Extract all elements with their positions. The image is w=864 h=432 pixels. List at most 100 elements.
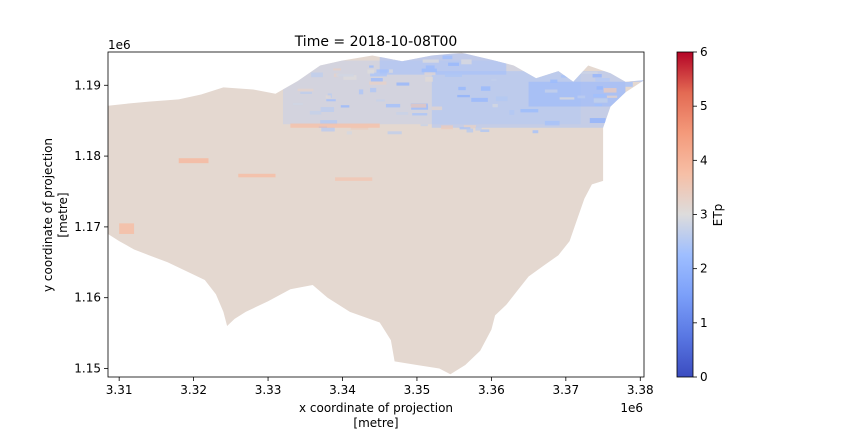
chart-title: Time = 2018-10-08T00	[294, 34, 458, 50]
warm-streak	[335, 177, 373, 181]
terrain-cell	[466, 128, 474, 133]
terrain-cell	[346, 131, 352, 135]
terrain-cell	[320, 107, 335, 112]
terrain-cell	[596, 86, 603, 90]
terrain-cell	[461, 59, 472, 65]
terrain-cell	[475, 127, 482, 131]
x-tick-label: 3.33	[255, 383, 282, 397]
cool-zone	[528, 81, 626, 107]
terrain-cell	[387, 69, 393, 73]
terrain-cell	[333, 73, 339, 78]
warm-streak	[290, 123, 380, 128]
y-tick-label: 1.15	[74, 362, 101, 376]
terrain-cell	[544, 120, 560, 126]
colorbar-tick-label: 4	[700, 153, 708, 167]
terrain-cell	[480, 86, 491, 91]
colorbar-label: ETp	[711, 204, 725, 227]
terrain-cell	[594, 103, 602, 107]
terrain-cell	[311, 72, 323, 78]
colorbar-tick-label: 2	[700, 262, 708, 276]
axes-frame	[107, 51, 645, 378]
colorbar-ticks: 0 1 2 3 4 5 6	[693, 45, 708, 384]
terrain-cell	[559, 97, 575, 100]
terrain-cell	[509, 110, 515, 115]
terrain-cell	[300, 91, 312, 94]
terrain-cell	[532, 130, 539, 134]
warm-streak	[119, 223, 135, 234]
terrain-cell	[606, 95, 618, 98]
terrain-cell	[603, 88, 617, 93]
terrain-cell	[425, 76, 433, 82]
terrain-cell	[457, 94, 470, 98]
x-tick-label: 3.37	[552, 383, 579, 397]
terrain-cell	[376, 69, 390, 73]
colorbar: 0 1 2 3 4 5 6 ETp	[676, 45, 725, 384]
terrain-cell	[420, 124, 428, 127]
terrain-cell	[309, 110, 322, 115]
x-axis-label: x coordinate of projection	[299, 401, 453, 415]
y-tick-label: 1.19	[74, 78, 101, 92]
y-tick-label: 1.17	[74, 220, 101, 234]
terrain-cell	[333, 68, 341, 71]
terrain-cell	[577, 95, 586, 99]
terrain-cell	[370, 87, 377, 93]
x-axis: 3.31 3.32 3.33 3.34 3.35 3.36 3.37 3.38	[106, 377, 654, 397]
terrain-cell	[458, 86, 466, 91]
y-axis-label: y coordinate of projection	[41, 138, 55, 292]
terrain-cell	[492, 103, 498, 108]
warm-streak	[178, 158, 209, 164]
terrain-cell	[376, 99, 385, 102]
x-tick-label: 3.36	[478, 383, 505, 397]
terrain-cell	[491, 78, 497, 81]
terrain-cell	[480, 129, 490, 133]
terrain-cell	[385, 103, 401, 108]
terrain-cell	[343, 75, 357, 80]
y-axis-label-unit: [metre]	[56, 192, 70, 237]
y-axis: 1.15 1.16 1.17 1.18 1.19	[74, 78, 108, 376]
x-offset-label: 1e6	[620, 401, 643, 415]
x-tick-label: 3.35	[404, 383, 431, 397]
terrain-cell	[431, 106, 443, 111]
x-tick-label: 3.32	[180, 383, 207, 397]
y-offset-label: 1e6	[108, 38, 131, 52]
terrain-cell	[325, 95, 331, 99]
terrain-cell	[459, 127, 471, 130]
terrain-cell	[336, 73, 354, 77]
terrain-cell	[367, 69, 375, 74]
plot-area	[108, 52, 644, 377]
terrain-cell	[441, 125, 453, 130]
terrain-cell	[326, 99, 336, 102]
x-tick-label: 3.38	[627, 383, 654, 397]
terrain-cell	[412, 113, 428, 116]
terrain-cell	[444, 72, 462, 77]
colorbar-tick-label: 3	[700, 208, 708, 222]
terrain-cell	[387, 131, 402, 135]
terrain-cell	[369, 65, 374, 68]
terrain-cell	[463, 125, 477, 129]
terrain-cell	[592, 74, 602, 78]
terrain-cell	[292, 102, 303, 106]
terrain-cell	[544, 89, 558, 93]
terrain-cell	[625, 81, 633, 87]
x-axis-label-unit: [metre]	[353, 416, 398, 430]
terrain-cell	[370, 72, 387, 77]
terrain-cell	[550, 79, 558, 83]
terrain-cell	[471, 97, 488, 102]
terrain-cell	[321, 127, 335, 132]
terrain-cell	[589, 118, 606, 124]
terrain-cell	[422, 59, 439, 63]
colorbar-tick-label: 0	[700, 370, 708, 384]
terrain-cell	[370, 78, 383, 82]
colorbar-gradient	[677, 52, 693, 377]
terrain-cell	[424, 71, 436, 76]
x-tick-label: 3.31	[106, 383, 133, 397]
warm-streak	[238, 173, 276, 178]
terrain-cell	[442, 55, 453, 60]
y-tick-label: 1.16	[74, 291, 101, 305]
terrain-cell	[448, 62, 460, 66]
colorbar-tick-label: 1	[700, 316, 708, 330]
basin-region	[108, 52, 644, 375]
y-tick-label: 1.18	[74, 149, 101, 163]
terrain-cell	[297, 88, 314, 92]
